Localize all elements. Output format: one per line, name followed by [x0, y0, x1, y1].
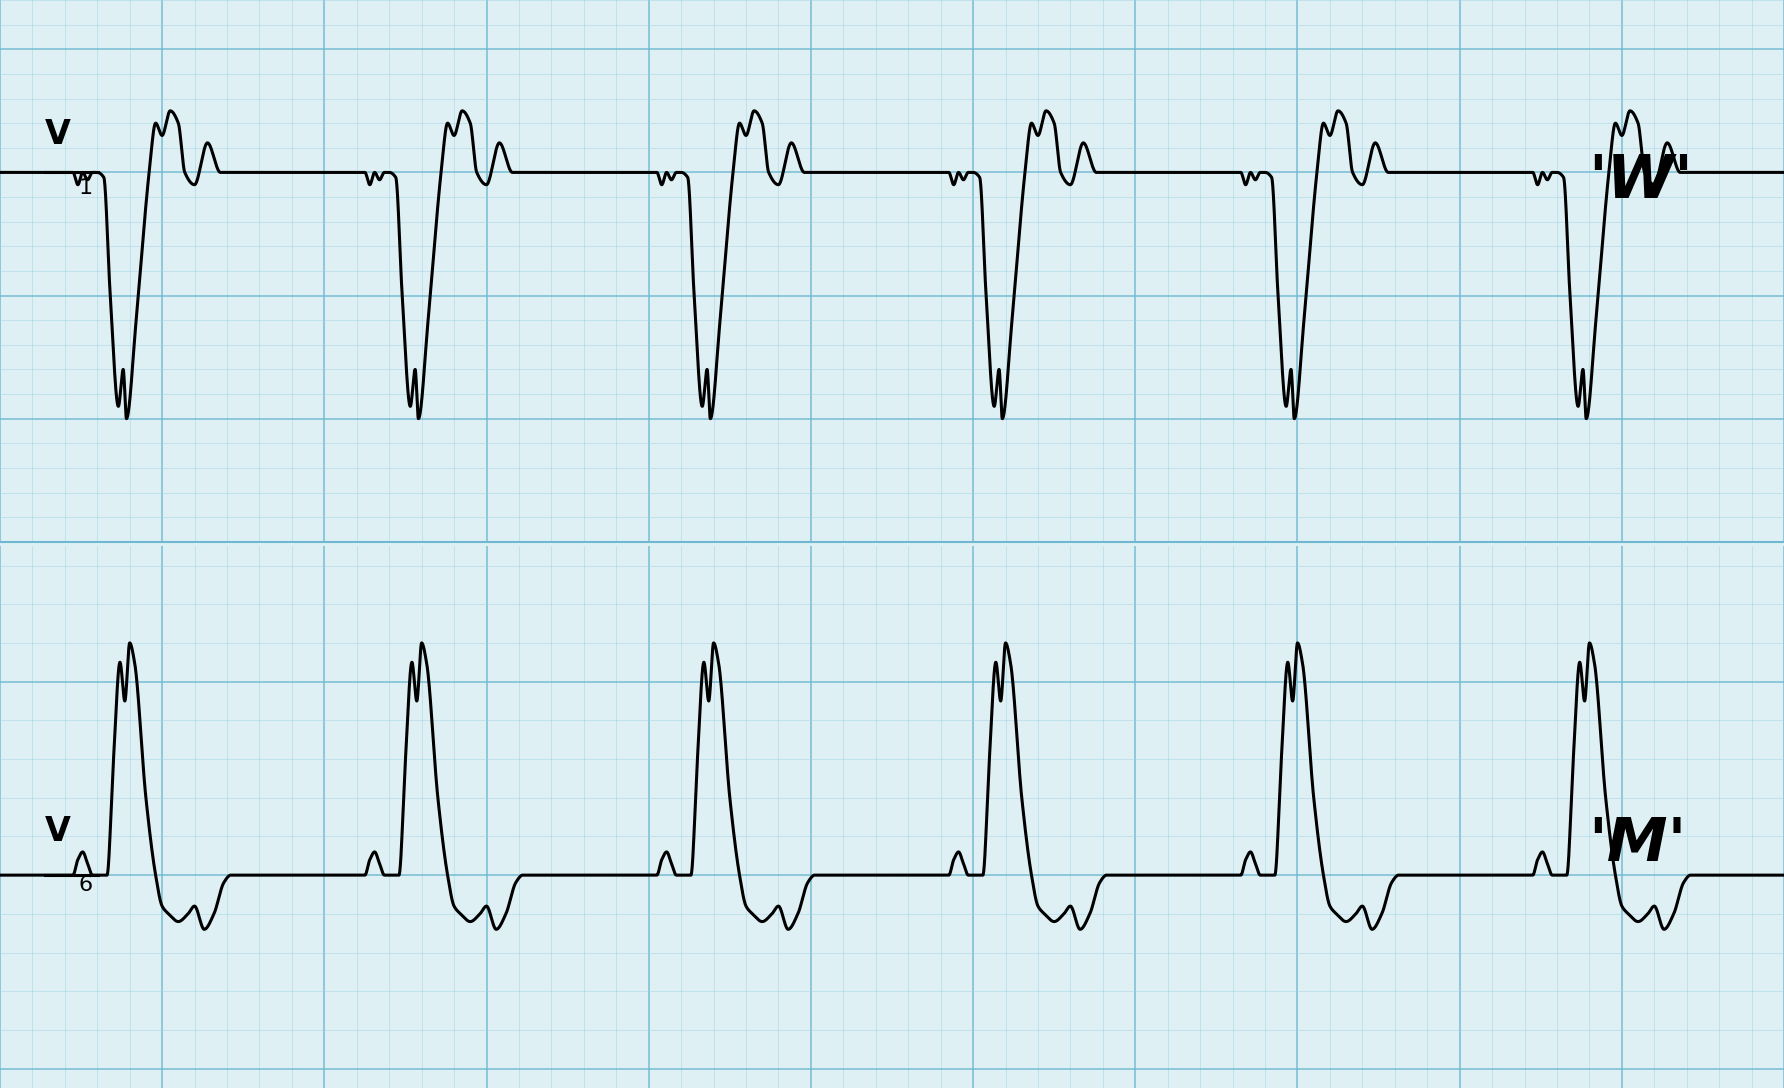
Text: 'W': 'W' — [1588, 151, 1693, 211]
Text: 6: 6 — [78, 875, 93, 895]
Text: V: V — [45, 118, 71, 151]
Text: 'M': 'M' — [1588, 815, 1686, 874]
Text: 1: 1 — [78, 177, 93, 198]
Text: V: V — [45, 815, 71, 848]
